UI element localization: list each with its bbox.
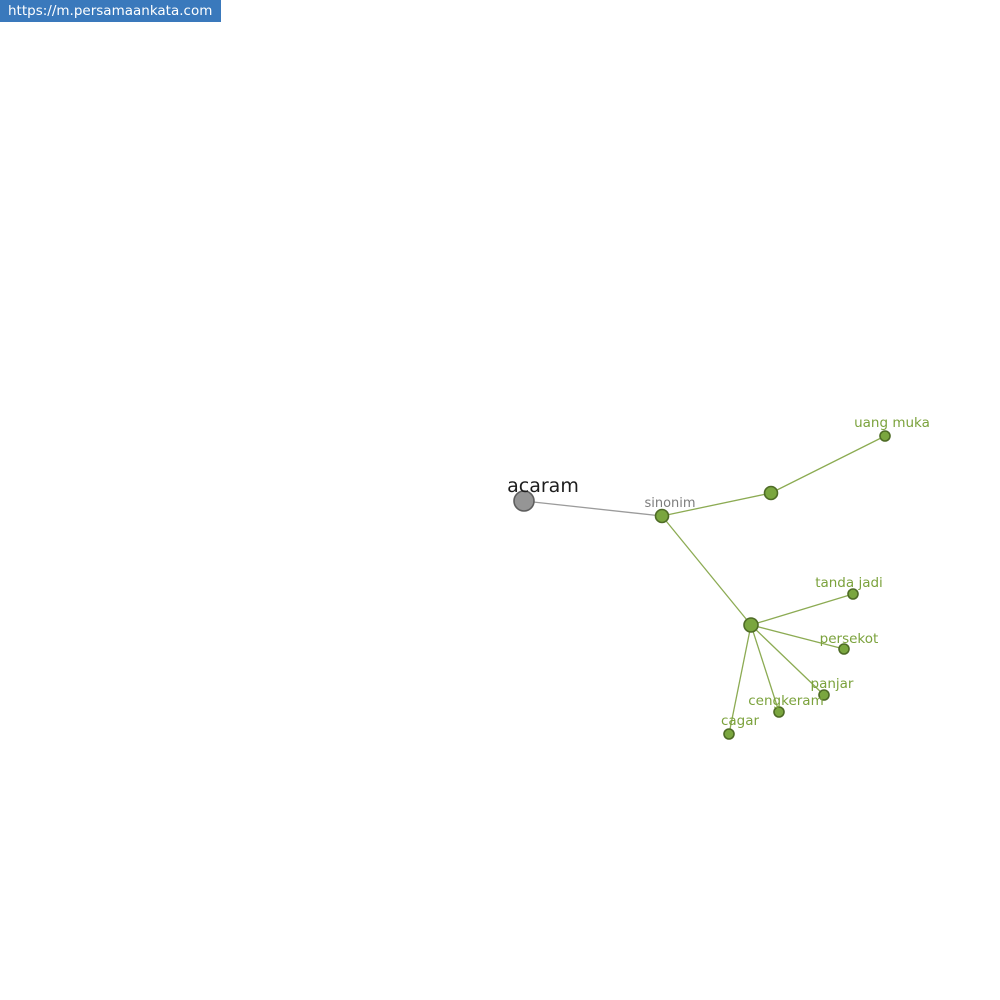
graph-edge-hub-persekot: [750, 624, 845, 650]
graph-node-cagar[interactable]: [723, 728, 735, 740]
graph-node-acaram[interactable]: [513, 490, 535, 512]
graph-edge-hub-cagar: [728, 624, 752, 735]
graph-node-panjar[interactable]: [818, 689, 830, 701]
graph-node-label-tanda-jadi[interactable]: tanda jadi: [815, 575, 883, 591]
graph-edge-branch-uang-muka: [770, 435, 886, 494]
graph-node-uang-muka[interactable]: [879, 430, 891, 442]
graph-node-sinonim[interactable]: [654, 508, 670, 524]
graph-node-label-uang-muka[interactable]: uang muka: [854, 415, 930, 431]
graph-edge-hub-tanda-jadi: [750, 593, 854, 626]
graph-edge-hub-cengkeram: [750, 624, 780, 713]
url-badge: https://m.persamaankata.com: [0, 0, 222, 22]
graph-node-branch[interactable]: [763, 485, 779, 501]
graph-edge-sinonim-hub: [661, 515, 752, 626]
graph-node-label-cagar[interactable]: cagar: [721, 713, 760, 729]
graph-edge-sinonim-branch: [661, 492, 772, 517]
graph-node-cengkeram[interactable]: [773, 706, 785, 718]
graph-node-label-sinonim[interactable]: sinonim: [644, 496, 695, 511]
graph-node-hub[interactable]: [743, 617, 759, 633]
graph-node-tanda-jadi[interactable]: [847, 588, 859, 600]
graph-edge-hub-panjar: [750, 624, 825, 696]
graph-node-label-acaram[interactable]: acaram: [507, 475, 579, 497]
graph-node-label-persekot[interactable]: persekot: [820, 631, 879, 647]
graph-node-label-cengkeram[interactable]: cengkeram: [748, 693, 823, 709]
graph-edge-acaram-sinonim: [523, 500, 663, 517]
graph-node-persekot[interactable]: [838, 643, 850, 655]
graph-node-label-panjar[interactable]: panjar: [811, 676, 854, 692]
